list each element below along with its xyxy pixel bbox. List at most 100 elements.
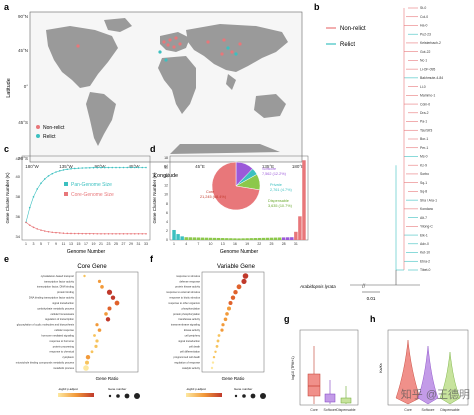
plot-d-xtick: 4 [185, 242, 187, 246]
map-xtick: 90°W [94, 164, 106, 169]
plot-d-xticks: 1 4 7 10 13 16 19 22 25 28 31 [173, 242, 298, 246]
core-curve [25, 222, 146, 235]
histogram-bar [257, 237, 262, 240]
plot-e-xlabel: Gene Ratio [96, 376, 119, 381]
histogram-bar [302, 160, 306, 240]
plot-c-legend-core: Core-Genome Size [71, 192, 114, 198]
plot-e-legend-title: -log10 p.adjust [58, 387, 78, 391]
plot-g-frame [299, 329, 359, 406]
enrichment-dot [93, 334, 96, 337]
plot-e-legend-count: Gene number [108, 387, 126, 391]
plot-d-ytick: 16 [164, 165, 168, 169]
box-dispensable [340, 386, 352, 404]
tree-scale-label: 0.01 [367, 296, 376, 301]
tree-tip-label: Ll-0 [420, 85, 426, 89]
enrichment-dot [236, 284, 242, 290]
plot-c-xtick: 19 [92, 242, 96, 246]
tree-outgroup-label: Arabidopsis lyrata [299, 284, 336, 289]
plot-f-legend-title: -log10 p.adjust [186, 387, 206, 391]
plot-f-title: Variable Gene [217, 264, 256, 270]
enrichment-dot [97, 279, 102, 284]
tree-tip-label: Bor-1 [420, 137, 428, 141]
map-ytick: 90°S [18, 156, 28, 161]
map-points-nonrelict [76, 36, 242, 56]
histogram-bar [253, 238, 257, 240]
term-label: cell death [189, 344, 201, 348]
histogram-bar [208, 237, 213, 240]
plot-c-xtick: 25 [114, 242, 118, 246]
plot-d-ytick: 18 [164, 156, 168, 160]
plot-d-xtick: 19 [245, 242, 249, 246]
histogram-bar [269, 237, 274, 240]
enrichment-dot [223, 317, 228, 322]
term-label: programmed cell death [173, 355, 200, 359]
term-label: carbohydrate metabolic process [37, 306, 74, 310]
map-xtick: 180°W [25, 164, 39, 169]
violin-dispensable [439, 351, 461, 405]
plot-c-xtick: 15 [77, 242, 81, 246]
enrichment-dot [95, 339, 99, 343]
term-label: DNA binding transcription factor activit… [29, 296, 75, 300]
enrichment-dot [90, 350, 94, 354]
panel-f-letter: f [150, 254, 154, 264]
plot-c-xtick: 3 [33, 242, 35, 246]
histogram-bar [180, 236, 184, 240]
histogram-bar [290, 237, 294, 240]
tree-tip-label: Sq-8 [420, 190, 427, 194]
plot-c-legend-pan: Pan-Genome Size [71, 182, 112, 188]
tree-tip-label: Ms-0 [420, 155, 428, 159]
plot-c-xtick: 33 [144, 242, 148, 246]
histogram-bar [273, 237, 278, 240]
plot-c-legend-swatch-core [64, 192, 68, 196]
map-ytick: 45°S [18, 120, 28, 125]
plot-e-terms: cytoskeleton-based transporttranscriptio… [16, 274, 75, 370]
map-ytick: 90°N [18, 14, 28, 19]
term-label: regulation of transcription [45, 317, 75, 321]
tree-tip-label: Dra-2 [420, 111, 429, 115]
term-label: transcription factor activity [44, 279, 75, 283]
term-label: transmembrane signaling [171, 323, 201, 327]
plot-h-ylabel: Ka/Ks [379, 363, 383, 373]
term-label: response to stimulus [176, 274, 200, 278]
plot-g-ylabel: log10 (TPM+1) [291, 356, 295, 379]
plot-f-colorbar [186, 393, 222, 397]
panel-h-letter: h [370, 314, 376, 324]
enrichment-dot [85, 354, 91, 360]
plot-c-xtick: 9 [55, 242, 57, 246]
plot-c-yticks: 34 36 38 40 42 [16, 156, 21, 239]
enrichment-dot [210, 366, 214, 370]
pie-label-core: Core [206, 190, 214, 194]
enrichment-dot [241, 278, 247, 285]
map-xtick: 45°E [195, 164, 205, 169]
plot-c-xtick: 23 [107, 242, 111, 246]
term-label: protein processing [53, 344, 75, 348]
tree-tip-label: Alt-7 [420, 216, 427, 220]
plot-c-ytick: 38 [16, 194, 21, 199]
plot-d-xtick: 28 [282, 242, 286, 246]
term-label: microtubule binding compounds metabolic … [16, 360, 75, 364]
plot-d-ytick: 10 [164, 193, 168, 197]
tree-tip-label: Nc-1 [420, 59, 427, 63]
enrichment-dot [220, 328, 224, 332]
tree-legend-relict: Relict [340, 42, 355, 48]
map-legend-nonrelict: Non-relict [43, 125, 65, 131]
plot-c-ytick: 34 [16, 234, 21, 239]
tree-tip-label: Pa-1 [420, 120, 427, 124]
tree-legend-nonrelict: Non-relict [340, 26, 366, 32]
term-label: kinase activity [184, 328, 201, 332]
tree-tip-label: Col-0 [420, 15, 428, 19]
enrichment-dot [107, 306, 112, 311]
histogram-bar [285, 237, 290, 240]
enrichment-dot [94, 344, 98, 348]
plot-e-frame [75, 271, 139, 373]
plot-d-xtick: 7 [197, 242, 199, 246]
tree-tip-label: Got-22 [420, 50, 430, 54]
map-continents [46, 18, 288, 154]
histogram-bar [229, 238, 233, 240]
pie-value-private: 2,761 (4.7%) [270, 188, 292, 192]
legend-dot-relict [36, 134, 40, 138]
pie-label-private: Private [270, 183, 282, 187]
term-label: signal transduction [178, 339, 200, 343]
panel-b: b Non-relict Relict St-0 Col-0 Ha-0 Pu2-23 K… [299, 2, 443, 301]
tree-tip-label: Cdm-0 [420, 102, 430, 106]
